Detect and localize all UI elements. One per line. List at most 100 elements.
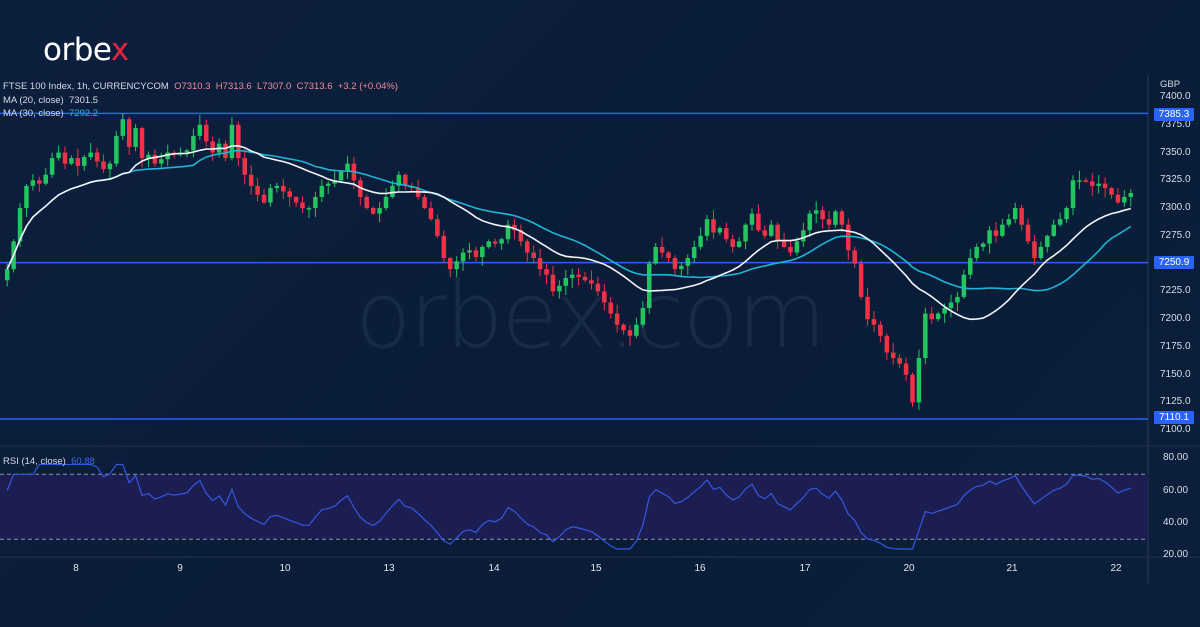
rsi-tick: 60.00 (1163, 485, 1189, 496)
candle-body (383, 196, 389, 209)
candle-body (730, 239, 735, 247)
candle-body (1025, 224, 1031, 242)
candle-body (833, 211, 838, 225)
candle-body (518, 230, 524, 242)
candle-body (711, 219, 716, 233)
candle-body (634, 324, 639, 336)
candle-body (1115, 194, 1121, 203)
candle-body (653, 246, 658, 264)
candle-body (704, 219, 710, 236)
symbol-legend: FTSE 100 Index, 1h, CURRENCYCOM O7310.3 … (3, 81, 398, 92)
candle-body (839, 211, 845, 225)
candle-body (980, 243, 986, 247)
candle-body (736, 241, 742, 247)
candle-body (672, 258, 678, 270)
candle-body (1051, 224, 1056, 236)
candle-body (948, 302, 954, 309)
price-tick: 7125.0 (1160, 396, 1191, 407)
candle-body (955, 296, 960, 303)
candle-body (756, 213, 761, 231)
candle-body (1006, 219, 1012, 225)
logo-text: orbe (43, 32, 111, 68)
candle-body (685, 258, 691, 266)
candle-body (1128, 192, 1134, 197)
candle-body (422, 196, 427, 209)
candle-body (794, 241, 800, 253)
candle-body (627, 330, 633, 336)
candle-body (743, 224, 748, 242)
candle-body (897, 358, 902, 364)
candle-body (203, 124, 209, 142)
candle-body (916, 358, 922, 403)
candle-body (858, 263, 864, 297)
candle-body (428, 208, 434, 220)
candle-body (537, 258, 543, 270)
candle-body (974, 246, 979, 259)
ma20-legend[interactable]: MA (20, close) 7301.5 (3, 95, 98, 106)
orbex-logo: orbex (43, 32, 129, 68)
price-tick: 7200.0 (1160, 313, 1191, 324)
candle-body (512, 224, 517, 231)
candle-body (499, 239, 504, 244)
candle-body (961, 274, 967, 297)
candle-body (1102, 183, 1108, 189)
rsi-tick: 20.00 (1163, 549, 1189, 557)
ma30-legend[interactable]: MA (30, close) 7292.2 (3, 108, 98, 119)
candle-body (492, 241, 498, 244)
candle-body (1064, 208, 1069, 220)
candle-body (184, 150, 190, 153)
candle-body (435, 219, 440, 236)
level-tag-low: 7110.1 (1154, 411, 1194, 424)
candle-body (1012, 208, 1018, 220)
rsi-label: RSI (14, close) (3, 456, 66, 467)
candle-body (544, 269, 549, 275)
rsi-value: 60.88 (71, 456, 95, 467)
candle-body (287, 191, 292, 197)
candle-body (910, 374, 915, 403)
price-tick: 7375.0 (1160, 119, 1191, 130)
candle-body (486, 241, 491, 247)
level-tag-high: 7385.3 (1154, 108, 1194, 121)
level-tag-mid: 7250.9 (1154, 256, 1194, 269)
candle-body (454, 261, 459, 270)
candle-body (101, 161, 106, 170)
candle-body (865, 296, 870, 320)
candle-body (1083, 180, 1089, 182)
candle-body (49, 158, 55, 175)
candle-body (820, 210, 825, 220)
rsi-tick: 40.00 (1163, 517, 1189, 528)
candle-body (332, 180, 337, 184)
open-value: O7310.3 (174, 81, 211, 92)
time-tick: 8 (73, 563, 79, 574)
candle-body (24, 185, 29, 209)
change-value: +3.2 (+0.04%) (337, 81, 399, 92)
candle-body (4, 269, 10, 281)
price-tick: 7150.0 (1160, 369, 1191, 380)
candle-body (762, 230, 768, 236)
time-tick: 14 (488, 563, 500, 574)
candle-body (306, 208, 312, 210)
candle-body (114, 135, 119, 164)
candle-body (749, 213, 755, 225)
candle-body (923, 313, 928, 359)
candle-body (293, 196, 299, 203)
ma30-value: 7292.2 (69, 108, 99, 119)
rsi-legend[interactable]: RSI (14, close) 60.88 (3, 456, 95, 467)
candle-body (878, 324, 883, 336)
high-value: H7313.6 (215, 81, 252, 92)
candle-body (813, 210, 819, 214)
candle-body (1057, 219, 1063, 225)
candle-body (390, 185, 395, 197)
time-tick: 16 (694, 563, 706, 574)
rsi-band (0, 474, 1148, 540)
candle-body (56, 152, 61, 159)
price-tick: 7225.0 (1160, 285, 1191, 296)
time-tick: 17 (799, 563, 811, 574)
low-value: L7307.0 (257, 81, 292, 92)
candle-body (993, 230, 999, 236)
candle-body (69, 158, 74, 164)
candle-body (152, 154, 158, 164)
candle-body (396, 174, 402, 186)
time-tick: 15 (590, 563, 602, 574)
